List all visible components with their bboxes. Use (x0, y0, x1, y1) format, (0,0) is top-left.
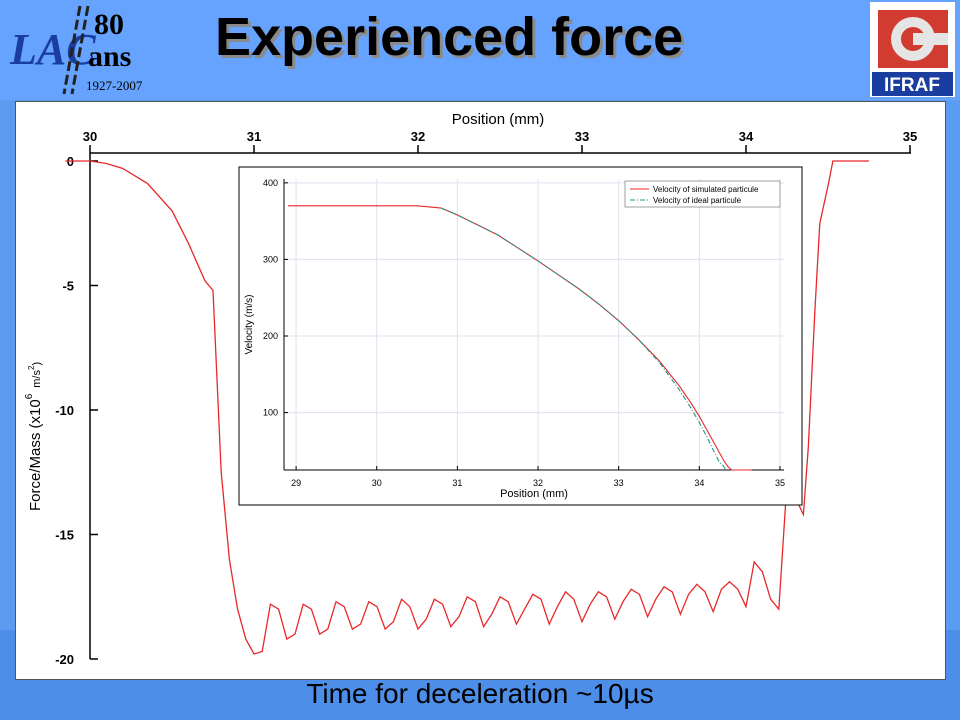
inset-x-tick-label: 30 (372, 478, 382, 488)
y-tick-label: -20 (55, 652, 74, 667)
logo-80-text: 80 (94, 8, 124, 41)
main-series (65, 160, 869, 655)
inset-legend: Velocity of simulated particule Velocity … (624, 180, 781, 208)
x-axis-label: Position (mm) (452, 111, 545, 128)
inset-y-axis-label: Velocity (m/s) (244, 294, 255, 354)
x-tick-label: 33 (575, 129, 589, 144)
logo-years-text: 1927-2007 (86, 78, 143, 93)
main-axes: 30 31 32 33 34 350-5-10-15-20 (55, 129, 917, 667)
inset-y-tick-label: 100 (263, 408, 278, 418)
inset-y-tick-label: 200 (263, 331, 278, 341)
inset-series (288, 205, 752, 471)
y-axis-label-group: Force/Mass (x106 m/s2) (24, 362, 44, 511)
y-tick-label: -15 (55, 528, 74, 543)
y-axis-label-exp: 6 (24, 393, 35, 399)
inset-y-tick-label: 300 (263, 254, 278, 264)
ifraf-text: IFRAF (884, 75, 940, 96)
inset-x-tick-label: 32 (533, 478, 543, 488)
y-axis-unit-exp: 2 (27, 365, 36, 370)
inset-series-line (441, 207, 727, 471)
inset-x-tick-label: 35 (775, 478, 785, 488)
force-series-line (65, 160, 869, 655)
inset-legend-box (624, 180, 781, 208)
svg-text:Force/Mass (x106m/s2): Force/Mass (x106 m/s2) (24, 362, 44, 511)
legend-label: Velocity of simulated particule (653, 185, 759, 194)
inset-y-tick-label: 400 (263, 178, 278, 188)
x-tick-label: 32 (411, 129, 425, 144)
lac-80-years-logo: LAC 80 ans 1927-2007 (9, 5, 143, 95)
ifraf-logo: IFRAF (870, 2, 955, 97)
chart-panel: 30 31 32 33 34 35 0 -5 -10 -15 -20 29 30 31 32 33 34 35 1… (15, 101, 946, 680)
x-tick-label: 30 (83, 129, 97, 144)
page-title: Experienced force (215, 7, 684, 67)
y-tick-label: -10 (55, 403, 74, 418)
y-axis-label: Force/Mass (x10 (27, 399, 44, 511)
x-tick-label: 31 (247, 129, 261, 144)
legend-label: Velocity of ideal particule (653, 196, 742, 205)
inset-x-tick-label: 33 (614, 478, 624, 488)
inset-x-tick-label: 29 (291, 478, 301, 488)
header-bar: LAC 80 ans 1927-2007 Experienced force I… (0, 0, 960, 100)
y-axis-close: ) (31, 362, 43, 366)
logo-lac-text: LAC (9, 25, 96, 74)
inset-grid (284, 179, 784, 470)
logo-ans-text: ans (88, 40, 131, 73)
inset-x-tick-label: 34 (694, 478, 704, 488)
inset-x-tick-label: 31 (452, 478, 462, 488)
inset-axes: 29 30 31 32 33 34 35 100 200 300 400 Position (mm) V… (244, 178, 785, 500)
inset-velocity-chart: 29 30 31 32 33 34 35 100 200 300 400 Position (mm) V… (238, 166, 803, 506)
y-tick-label: -5 (62, 279, 74, 294)
x-tick-label: 35 (903, 129, 917, 144)
force-chart: 30 31 32 33 34 350-5-10-15-20 29 30 31 32 33 34 351… (24, 111, 917, 667)
x-tick-label: 34 (739, 129, 754, 144)
y-axis-unit: m/s (31, 370, 43, 388)
footer-caption: Time for deceleration ~10µs (306, 678, 654, 709)
inset-x-axis-label: Position (mm) (500, 488, 568, 500)
